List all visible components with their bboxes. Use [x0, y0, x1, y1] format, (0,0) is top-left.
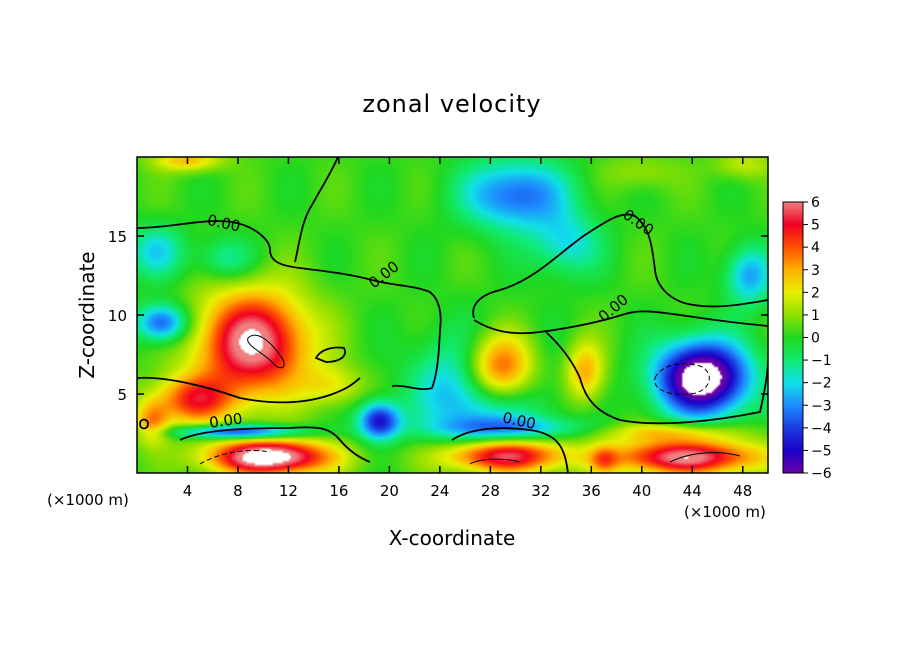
x-tick-label: 44 — [683, 482, 702, 500]
colorbar-tick-label: −6 — [811, 466, 832, 482]
x-unit-left: (×1000 m) — [47, 491, 129, 509]
x-tick-label: 40 — [632, 482, 651, 500]
contour-label: 0.00 — [208, 409, 244, 431]
colorbar-tick-label: −4 — [811, 421, 832, 437]
x-unit-right: (×1000 m) — [684, 503, 766, 521]
y-tick-label: 5 — [117, 386, 127, 404]
velocity-heatmap — [137, 157, 768, 473]
colorbar-tick-label: 1 — [811, 308, 820, 324]
colorbar-tick-label: −5 — [811, 443, 832, 459]
y-axis: 5 10 15 — [108, 228, 768, 404]
contour-negative-right — [654, 363, 710, 395]
y-axis-title: Z-coordinate — [75, 251, 99, 378]
contour-zero-lower-left — [137, 376, 361, 404]
negative-contour-lines — [199, 363, 710, 465]
contour-positive-left-max — [247, 334, 285, 369]
colorbar — [782, 201, 804, 474]
contour-zero-upper-right — [472, 213, 768, 319]
contour-positive-bottom-middle — [469, 458, 521, 465]
x-tick-label: 48 — [733, 482, 752, 500]
x-axis: 4 8 12 16 20 24 28 32 36 40 44 48 — [183, 157, 752, 500]
x-tick-label: 36 — [582, 482, 601, 500]
x-tick-label: 32 — [531, 482, 550, 500]
contour-positive-bottom-right — [669, 452, 741, 463]
x-tick-label: 16 — [329, 482, 348, 500]
y-tick-label: 15 — [108, 228, 127, 246]
x-tick-label: 12 — [279, 482, 298, 500]
colorbar-tick-label: 2 — [811, 285, 820, 301]
colorbar-tick-label: −3 — [811, 398, 832, 414]
contour-negative-bottom-left — [199, 450, 271, 465]
contour-zero-bottom-right — [451, 427, 569, 473]
contour-zero-right-loop — [545, 331, 768, 425]
y-tick-label: 10 — [108, 307, 127, 325]
x-tick-label: 8 — [233, 482, 243, 500]
colorbar-tick-label: 6 — [811, 195, 820, 211]
colorbar-tick-label: 4 — [811, 240, 820, 256]
colorbar-tick-label: 0 — [811, 331, 820, 347]
x-tick-label: 4 — [183, 482, 193, 500]
positive-contour-lines — [247, 334, 741, 465]
contour-zero-upper-left — [137, 220, 442, 390]
x-tick-label: 24 — [430, 482, 449, 500]
contour-zero-small-loop-1 — [314, 346, 346, 363]
chart-title: zonal velocity — [362, 90, 541, 118]
colorbar-tick-label: 3 — [811, 263, 820, 279]
colorbar-ticks: 6 5 4 3 2 1 0 −1 −2 −3 −4 −5 −6 — [803, 195, 832, 482]
x-tick-label: 28 — [481, 482, 500, 500]
colorbar-tick-label: −2 — [811, 376, 832, 392]
x-axis-title: X-coordinate — [389, 526, 516, 550]
contour-zero-mid-right — [473, 310, 768, 335]
x-tick-label: 20 — [380, 482, 399, 500]
colorbar-tick-label: −1 — [811, 353, 832, 369]
contour-zero-top — [294, 157, 339, 263]
zero-contour-lines — [137, 157, 768, 473]
contour-zero-lower-middle — [179, 426, 371, 463]
colorbar-tick-label: 5 — [811, 218, 820, 234]
contour-zero-small-circle — [139, 418, 149, 430]
